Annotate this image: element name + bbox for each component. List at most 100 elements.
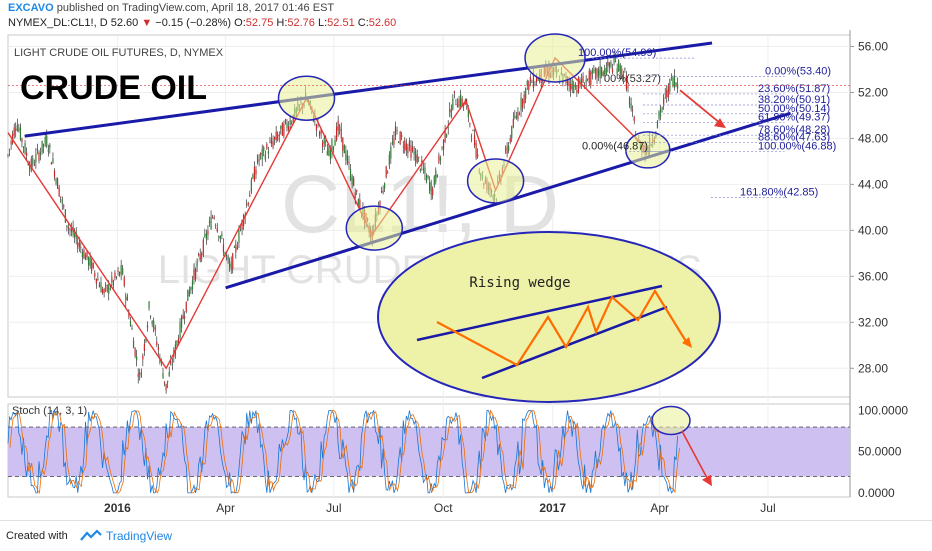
- y-tick-label: 52.00: [858, 85, 888, 99]
- candle-body: [601, 67, 603, 76]
- candle-body: [247, 202, 249, 206]
- candle-body: [142, 355, 144, 360]
- candle-body: [394, 126, 397, 137]
- candle-body: [380, 190, 383, 193]
- stoch-arrow: [681, 430, 709, 481]
- candle-body: [670, 76, 672, 78]
- candle-body: [53, 170, 56, 178]
- candle-body: [272, 141, 274, 148]
- candle-body: [663, 97, 665, 105]
- candle-body: [514, 116, 516, 118]
- candle-body: [103, 289, 105, 294]
- candle-body: [151, 320, 153, 325]
- candle-body: [66, 225, 68, 228]
- candle-body: [672, 77, 674, 86]
- candle-body: [157, 347, 159, 351]
- candle-body: [168, 371, 170, 377]
- inset-label: Rising wedge: [469, 275, 570, 291]
- candle-body: [627, 87, 629, 88]
- candle-body: [57, 178, 59, 189]
- candle-body: [339, 125, 341, 131]
- candle-body: [390, 146, 392, 159]
- inset-price-path: [436, 288, 688, 367]
- candle-body: [264, 154, 266, 160]
- candle-body: [624, 68, 626, 70]
- candle-body: [97, 278, 99, 281]
- candle-body: [385, 166, 387, 178]
- candle-body: [27, 163, 29, 166]
- candle-body: [191, 280, 194, 290]
- candle-body: [334, 140, 336, 146]
- tradingview-brand[interactable]: TradingView: [106, 529, 173, 543]
- fib-level-label: 0.00%(46.87): [582, 140, 648, 152]
- candle-body: [128, 312, 130, 318]
- footer-bar: Created with TradingView: [0, 520, 932, 551]
- y-tick-label: 32.00: [858, 315, 888, 329]
- candle-body: [256, 155, 259, 164]
- candle-body: [227, 256, 229, 260]
- candle-body: [26, 152, 28, 156]
- candle-body: [119, 272, 121, 276]
- last-price: 52.60: [110, 17, 139, 29]
- stoch-title: Stoch (14, 3, 1): [12, 405, 87, 417]
- big-crude-oil-label: CRUDE OIL: [20, 69, 207, 107]
- candle-body: [136, 356, 138, 361]
- x-tick-label: 2017: [539, 501, 566, 515]
- candle-body: [171, 364, 173, 366]
- candle-body: [213, 216, 215, 219]
- stoch-tick-label: 100.0000: [858, 404, 908, 418]
- stoch-tick-label: 50.0000: [858, 445, 902, 459]
- candle-body: [348, 162, 350, 164]
- candle-body: [236, 247, 238, 250]
- candle-body: [204, 233, 206, 237]
- high-value: 52.76: [287, 17, 315, 29]
- candle-body: [253, 166, 256, 182]
- candle-body: [604, 67, 606, 75]
- candle-body: [275, 131, 277, 140]
- candle-body: [659, 108, 662, 117]
- candle-body: [84, 254, 87, 260]
- down-triangle-icon: ▼: [141, 17, 153, 29]
- candle-body: [194, 268, 197, 280]
- candle-body: [109, 288, 111, 290]
- candle-body: [55, 178, 57, 184]
- fib-level-label: 161.80%(42.85): [740, 187, 818, 199]
- candle-body: [336, 126, 338, 141]
- candle-body: [585, 80, 587, 83]
- author-name[interactable]: EXCAVO: [8, 2, 54, 14]
- candle-body: [16, 125, 18, 131]
- stoch-tick-label: 0.0000: [858, 486, 895, 500]
- candle-body: [35, 154, 37, 163]
- candle-body: [621, 68, 623, 78]
- candle-body: [605, 68, 607, 76]
- candle-body: [235, 244, 237, 253]
- candle-body: [424, 167, 426, 174]
- candle-body: [405, 143, 407, 150]
- fib-level-label: 00%(53.27): [604, 73, 661, 85]
- candle-body: [222, 244, 225, 253]
- low-label: L:: [317, 17, 328, 29]
- candle-body: [221, 233, 223, 236]
- candles: [7, 51, 679, 394]
- candle-body: [461, 98, 463, 106]
- candle-body: [447, 126, 449, 128]
- candle-body: [252, 174, 254, 179]
- publish-header: EXCAVO published on TradingView.com, Apr…: [8, 2, 334, 14]
- candle-body: [184, 316, 186, 319]
- candle-body: [261, 148, 263, 160]
- candle-body: [129, 320, 132, 326]
- candle-body: [98, 284, 101, 288]
- candle-body: [270, 138, 273, 145]
- candle-body: [456, 104, 459, 108]
- candle-body: [232, 253, 234, 270]
- candle-body: [599, 65, 601, 79]
- candle-body: [88, 257, 90, 266]
- inset-upper-line: [416, 284, 663, 342]
- candle-body: [132, 340, 135, 349]
- candle-body: [80, 247, 82, 249]
- candle-body: [535, 76, 538, 83]
- candle-body: [415, 150, 417, 163]
- price-chart[interactable]: 56.00 52.00 48.00 44.00 40.00 36.00 32.00 28.00…: [0, 0, 932, 520]
- candle-body: [628, 97, 631, 106]
- candle-body: [664, 93, 666, 95]
